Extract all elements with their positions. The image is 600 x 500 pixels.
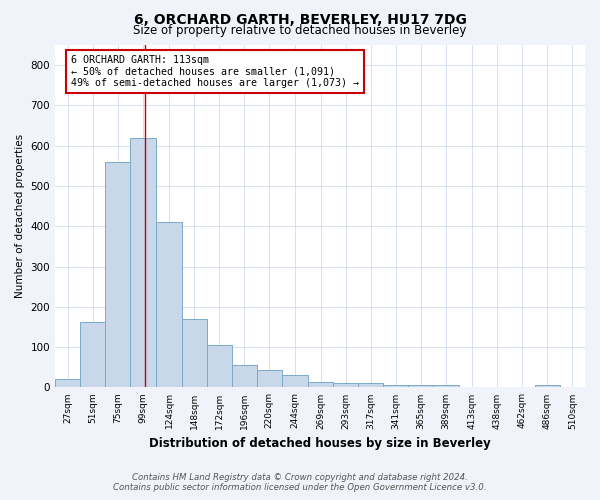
Bar bbox=[333, 384, 358, 388]
Bar bbox=[157, 222, 182, 388]
Bar bbox=[130, 138, 157, 388]
Text: Contains HM Land Registry data © Crown copyright and database right 2024.
Contai: Contains HM Land Registry data © Crown c… bbox=[113, 473, 487, 492]
Bar bbox=[232, 366, 257, 388]
Bar bbox=[383, 386, 409, 388]
Bar bbox=[433, 386, 458, 388]
Bar bbox=[182, 319, 206, 388]
Y-axis label: Number of detached properties: Number of detached properties bbox=[15, 134, 25, 298]
Bar bbox=[308, 382, 333, 388]
Bar bbox=[282, 374, 308, 388]
Bar bbox=[55, 380, 80, 388]
X-axis label: Distribution of detached houses by size in Beverley: Distribution of detached houses by size … bbox=[149, 437, 491, 450]
Bar bbox=[206, 345, 232, 388]
Bar bbox=[257, 370, 282, 388]
Bar bbox=[535, 385, 560, 388]
Text: 6 ORCHARD GARTH: 113sqm
← 50% of detached houses are smaller (1,091)
49% of semi: 6 ORCHARD GARTH: 113sqm ← 50% of detache… bbox=[71, 56, 359, 88]
Bar bbox=[105, 162, 130, 388]
Bar bbox=[80, 322, 105, 388]
Text: 6, ORCHARD GARTH, BEVERLEY, HU17 7DG: 6, ORCHARD GARTH, BEVERLEY, HU17 7DG bbox=[134, 12, 466, 26]
Bar bbox=[409, 386, 433, 388]
Bar bbox=[358, 384, 383, 388]
Text: Size of property relative to detached houses in Beverley: Size of property relative to detached ho… bbox=[133, 24, 467, 37]
